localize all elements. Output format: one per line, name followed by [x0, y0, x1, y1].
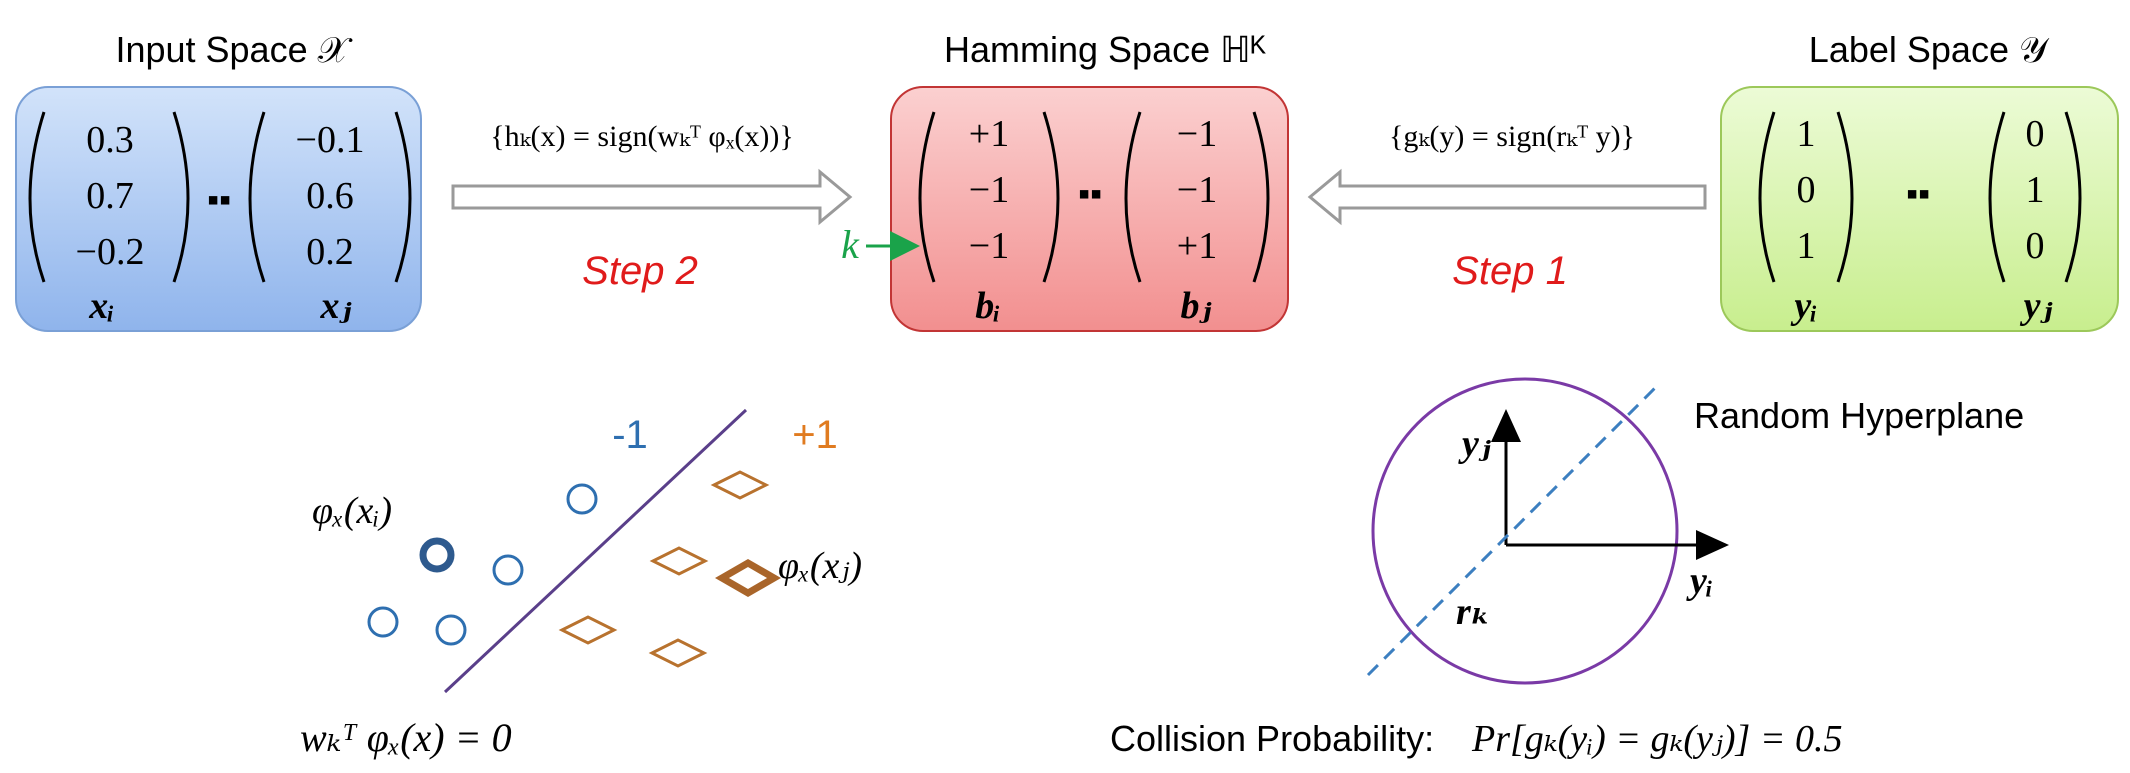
unit-circle: [1371, 377, 1679, 685]
label-vj-0: 0: [2026, 113, 2045, 155]
input-vi-0: 0.3: [86, 119, 134, 161]
label-space-box: [1720, 86, 2119, 332]
hamming-vi-0: +1: [969, 113, 1009, 155]
step2-formula: {hₖ(x) = sign(wₖᵀ φₓ(x))}: [490, 120, 794, 153]
input-space-box: [15, 86, 422, 332]
input-label-xi: xᵢ: [88, 285, 114, 327]
hp-y-j-label: yⱼ: [1458, 423, 1492, 465]
phi-xj-label: φₓ(xⱼ): [778, 545, 862, 587]
neg-point-highlighted: [419, 537, 455, 573]
label-vi-1: 0: [1797, 169, 1816, 211]
input-vj-2: 0.2: [306, 231, 354, 273]
label-vector-i: 1 0 1: [1758, 111, 1854, 283]
hamming-space-box: [890, 86, 1289, 332]
collision-prefix: Collision Probability:: [1110, 718, 1434, 759]
phi-xi-label: φₓ(xᵢ): [312, 490, 392, 532]
random-hyperplane: yⱼ yᵢ rₖ Random Hyperplane Collision Pro…: [1110, 377, 2024, 760]
hamming-vector-i: +1 −1 −1: [918, 111, 1060, 283]
hamming-dots: ▪▪: [1078, 175, 1102, 213]
hamming-vi-2: −1: [969, 225, 1009, 267]
input-label-xj: xⱼ: [320, 285, 353, 327]
input-vj-0: −0.1: [296, 119, 365, 161]
label-vj-2: 0: [2026, 225, 2045, 267]
hamming-vj-0: −1: [1177, 113, 1217, 155]
input-space-title: Input Space 𝒳: [115, 29, 352, 70]
random-hyperplane-title: Random Hyperplane: [1694, 395, 2024, 436]
decision-boundary: [443, 408, 748, 694]
label-vi-0: 1: [1797, 113, 1816, 155]
hamming-space-title: Hamming Space ℍᴷ: [944, 29, 1267, 70]
label-label-yi: yᵢ: [1790, 285, 1817, 327]
label-space-title: Label Space 𝒴: [1809, 29, 2050, 70]
hamming-label-bj: bⱼ: [1181, 285, 1213, 327]
label-vi-2: 1: [1797, 225, 1816, 267]
input-vj-1: 0.6: [306, 175, 354, 217]
k-label: k: [841, 222, 860, 267]
step2-arrow: [451, 168, 853, 226]
hamming-label-bi: bᵢ: [975, 285, 1000, 327]
hamming-vi-1: −1: [969, 169, 1009, 211]
hamming-vj-2: +1: [1177, 225, 1217, 267]
label-label-yj: yⱼ: [2020, 285, 2054, 327]
input-vector-j: −0.1 0.6 0.2: [248, 111, 412, 283]
pos-point: [558, 615, 618, 645]
pos-point: [648, 638, 708, 668]
step1-arrow: [1307, 168, 1707, 226]
pos-point-highlighted: [714, 558, 782, 598]
neg-point: [492, 554, 524, 586]
input-vi-1: 0.7: [86, 175, 134, 217]
collision-formula: Pr[gₖ(yᵢ) = gₖ(yⱼ)] = 0.5: [1471, 718, 1842, 760]
pos-point: [710, 470, 770, 500]
linear-classifier: -1 +1 φₓ(xᵢ) φₓ(xⱼ) wₖᵀ φₓ(x) = 0: [300, 408, 862, 760]
hyperplane-equation: wₖᵀ φₓ(x) = 0: [300, 715, 512, 760]
neg-point: [566, 483, 598, 515]
step1-formula: {gₖ(y) = sign(rₖᵀ y)}: [1389, 120, 1635, 153]
input-vi-2: −0.2: [76, 231, 145, 273]
neg-point: [435, 614, 467, 646]
hamming-vector-j: −1 −1 +1: [1124, 111, 1270, 283]
hp-y-i-label: yᵢ: [1686, 560, 1713, 602]
hp-r-k-label: rₖ: [1456, 591, 1491, 633]
hamming-vj-1: −1: [1177, 169, 1217, 211]
input-dots: ▪▪: [207, 181, 231, 219]
step1-label: Step 1: [1452, 249, 1568, 293]
neg-point: [367, 606, 399, 638]
step2-label: Step 2: [582, 249, 698, 293]
label-dots: ▪▪: [1906, 175, 1930, 213]
pos-point: [649, 546, 709, 576]
neg-class-label: -1: [612, 413, 648, 457]
label-vj-1: 1: [2026, 169, 2045, 211]
input-vector-i: 0.3 0.7 −0.2: [28, 111, 190, 283]
pos-class-label: +1: [792, 413, 838, 457]
label-vector-j: 0 1 0: [1988, 111, 2082, 283]
